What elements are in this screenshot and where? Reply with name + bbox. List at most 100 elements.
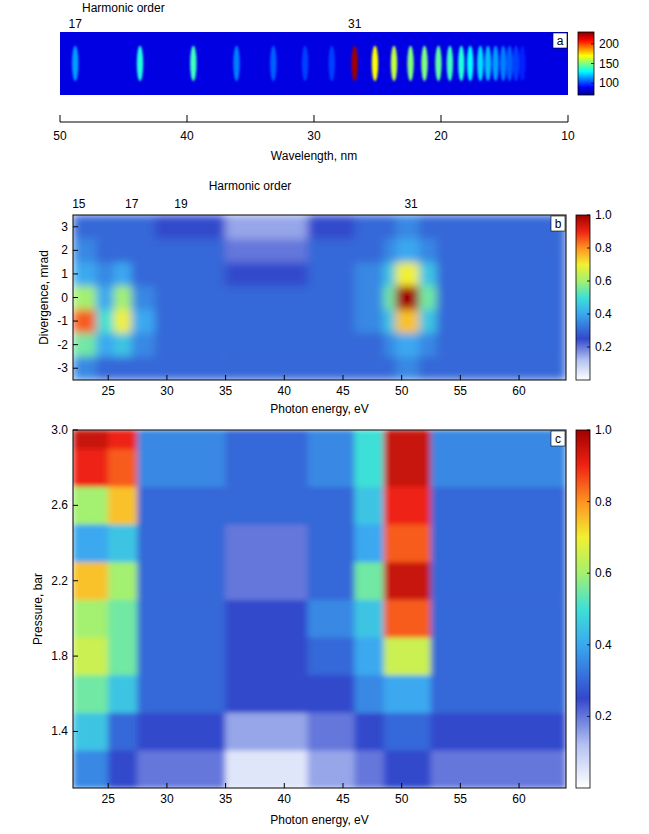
plot-frame (73, 430, 566, 788)
heatmap-cell (108, 712, 138, 750)
colorbar-tick (587, 314, 590, 315)
x-tick-label: 50 (395, 384, 409, 398)
y-tick (73, 731, 78, 732)
top-axis-tick-label: 17 (69, 17, 83, 31)
colorbar-tick-label: 100 (599, 76, 619, 90)
heatmap-cell (114, 262, 132, 286)
heatmap-cell (431, 599, 566, 637)
heatmap-cell (307, 262, 355, 286)
heatmap-cell (225, 309, 308, 333)
heatmap-cell (225, 285, 308, 309)
x-tick (166, 783, 167, 788)
heatmap-cell (431, 637, 566, 675)
heatmap-cell (437, 215, 566, 239)
heatmap-cell (307, 309, 355, 333)
colorbar-tick-label: 0.4 (595, 307, 612, 321)
heatmap-cell (108, 486, 138, 524)
x-tick-label: 25 (102, 384, 116, 398)
heatmap-cell (307, 356, 355, 380)
heatmap-cell (73, 333, 97, 357)
panel-letter-group: a (553, 33, 567, 48)
heatmap-cell (73, 486, 109, 524)
plot-frame (73, 215, 566, 380)
x-tick (187, 115, 188, 122)
heatmap-cell (354, 750, 384, 788)
heatmap-cell (384, 486, 432, 524)
heatmap-cell (437, 333, 566, 357)
harmonic-line (506, 46, 512, 81)
x-tick (519, 783, 520, 788)
y-tick (73, 297, 78, 298)
heatmap-cell (225, 356, 308, 380)
heatmap-cell (384, 430, 432, 449)
heatmap-cell (419, 285, 437, 309)
heatmap-cell (307, 285, 355, 309)
background (60, 32, 568, 95)
heatmap-cell (114, 285, 132, 309)
colorbar-tick (587, 501, 590, 502)
harmonic-line (513, 46, 519, 81)
heatmap-cell (384, 262, 396, 286)
x-tick (284, 783, 285, 788)
heatmap-cell (225, 238, 308, 262)
heatmap-cell (354, 449, 384, 487)
heatmap-cell (225, 712, 308, 750)
heatmap-cell (307, 562, 355, 600)
heatmap-cell (384, 599, 432, 637)
harmonic-line (407, 46, 413, 81)
heatmap-cell (73, 215, 97, 239)
heatmap-cell (354, 309, 384, 333)
heatmap-cell (395, 262, 419, 286)
colorbar-tick-label: 150 (599, 57, 619, 71)
x-tick (519, 375, 520, 380)
heatmap-cell (419, 333, 437, 357)
x-tick-label: 35 (219, 792, 233, 806)
heatmap-cell (114, 238, 132, 262)
heatmap-cell (395, 238, 419, 262)
heatmap-cell (131, 285, 155, 309)
heatmap-cell (395, 309, 419, 333)
heatmap-cell (431, 750, 566, 788)
heatmap-cell (307, 750, 355, 788)
heatmap-cell (225, 430, 308, 449)
top-axis-tick-label: 31 (348, 17, 362, 31)
x-tick (401, 783, 402, 788)
x-tick (166, 375, 167, 380)
colorbar-tick (591, 63, 594, 64)
heatmap-cell (137, 486, 226, 524)
x-tick (225, 783, 226, 788)
heatmap-cell (395, 215, 419, 239)
x-tick-label: 40 (278, 384, 292, 398)
heatmap-cell (131, 262, 155, 286)
y-tick-label: -2 (57, 338, 68, 352)
colorbar-tick-label: 0.6 (595, 274, 612, 288)
cells (73, 215, 566, 380)
heatmap-cell (108, 562, 138, 600)
heatmap-cell (114, 215, 132, 239)
panel-letter: b (555, 217, 562, 231)
y-tick (73, 505, 78, 506)
heatmap-cell (73, 675, 109, 713)
y-tick-label: 1.4 (51, 724, 68, 738)
heatmap-cell (73, 356, 97, 380)
heatmap-cell (96, 215, 114, 239)
x-tick (568, 115, 569, 122)
heatmap-cell (384, 238, 396, 262)
heatmap-cell (137, 430, 226, 449)
top-axis-tick-label: 31 (404, 197, 418, 211)
heatmap-cell (354, 562, 384, 600)
panel-letter-box (553, 33, 567, 48)
heatmap-cell (307, 449, 355, 487)
heatmap-cell (73, 238, 97, 262)
heatmap-cell (419, 215, 437, 239)
figure: Harmonic order1731a1001502005040302010Wa… (0, 0, 649, 834)
heatmap-cell (155, 333, 226, 357)
heatmap-cell (431, 562, 566, 600)
heatmap-cell (73, 449, 109, 487)
x-tick (441, 115, 442, 122)
heatmap-cell (73, 599, 109, 637)
y-tick-label: 2 (61, 243, 68, 257)
heatmap-cell (114, 309, 132, 333)
heatmap-cell (307, 599, 355, 637)
heatmap-cell (225, 562, 308, 600)
